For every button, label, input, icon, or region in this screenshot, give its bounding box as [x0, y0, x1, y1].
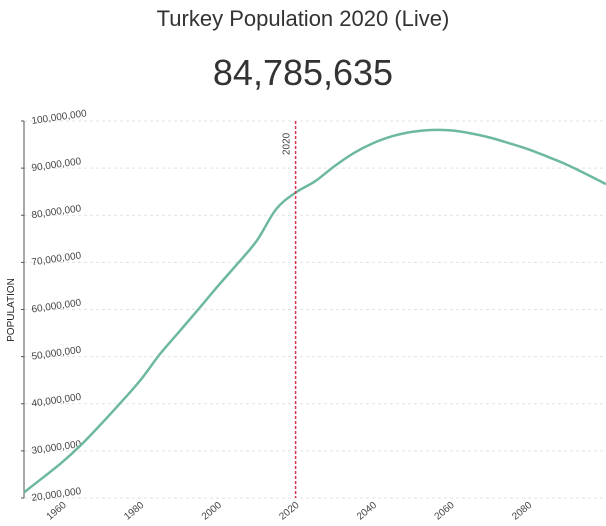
x-tick-label: 1960 — [45, 500, 69, 523]
y-tick-label: 70,000,000 — [31, 250, 83, 268]
y-tick-label: 100,000,000 — [31, 108, 88, 127]
live-population-counter: 84,785,635 — [212, 52, 394, 93]
y-tick-label: 40,000,000 — [31, 392, 83, 410]
y-tick-label: 90,000,000 — [31, 156, 83, 174]
y-axis-label: POPULATION — [6, 278, 17, 342]
y-tick-label: 60,000,000 — [31, 298, 83, 316]
series-layer — [23, 128, 606, 494]
y-tick-label: 80,000,000 — [31, 203, 83, 221]
year-marker: 2020 — [282, 121, 297, 498]
y-tick-label: 50,000,000 — [31, 345, 83, 363]
page-title: Turkey Population 2020 (Live) — [156, 6, 450, 31]
marker-label: 2020 — [282, 132, 293, 155]
y-tick-label: 30,000,000 — [31, 439, 83, 457]
grid-lines — [21, 120, 606, 499]
x-tick-label: 2080 — [510, 500, 534, 523]
x-tick-label: 1980 — [122, 500, 146, 523]
population-line — [23, 128, 606, 494]
x-tick-label: 2040 — [355, 500, 379, 523]
x-tick-labels: 1960 1980 2000 2020 2040 2060 2080 — [45, 500, 535, 523]
x-tick-label: 2060 — [433, 500, 457, 523]
x-tick-label: 2020 — [277, 500, 301, 523]
x-tick-label: 2000 — [200, 500, 224, 523]
y-tick-label: 20,000,000 — [31, 486, 83, 504]
